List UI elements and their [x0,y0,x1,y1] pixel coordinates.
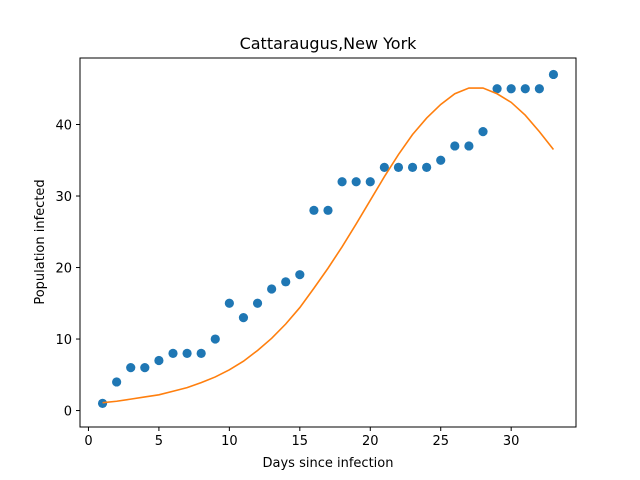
data-point [337,177,347,187]
fit-line [102,87,555,404]
data-point [379,162,389,173]
data-point [112,377,122,387]
x-tick-label: 10 [221,434,238,449]
data-point [422,162,432,173]
data-point [323,205,333,215]
data-point [295,270,305,280]
data-point [309,205,319,215]
x-tick-label: 0 [84,434,92,449]
x-tick-label: 25 [432,434,449,449]
data-point [182,348,192,358]
data-point [126,363,136,373]
x-tick-label: 30 [503,434,520,449]
data-point [351,177,361,187]
data-point [450,141,460,151]
data-point [140,363,150,373]
y-tick-label: 30 [55,190,72,205]
x-tick-label: 20 [362,434,379,449]
x-tick-label: 5 [155,434,163,449]
y-tick-label: 20 [55,262,72,277]
y-tick-label: 10 [55,333,72,348]
data-point [478,127,488,137]
plot-area [97,69,559,408]
data-point [436,155,446,165]
data-point [492,84,502,94]
data-point [281,277,291,287]
data-point [506,84,516,94]
data-point [97,398,108,408]
data-point [210,334,220,344]
data-point [224,298,234,308]
data-point [464,141,474,151]
y-tick-label: 0 [64,405,72,420]
data-point [520,84,530,94]
data-point [267,284,277,294]
data-point [168,348,178,358]
data-point [365,177,375,187]
data-point [407,162,418,173]
data-point [196,348,206,358]
chart-title: Cattaraugus,New York [240,34,418,53]
data-point [252,298,263,308]
data-point [534,84,544,94]
x-tick-label: 15 [292,434,309,449]
axes: 0 5 10 15 20 25 30 0 10 20 30 40 [55,57,577,449]
data-point [238,312,249,323]
y-axis-label: Population infected [33,179,48,304]
plot-frame [79,57,577,428]
x-axis-label: Days since infection [263,456,394,471]
y-tick-label: 40 [55,119,72,134]
data-point [548,69,559,80]
data-point [393,162,404,173]
data-point [154,355,164,366]
